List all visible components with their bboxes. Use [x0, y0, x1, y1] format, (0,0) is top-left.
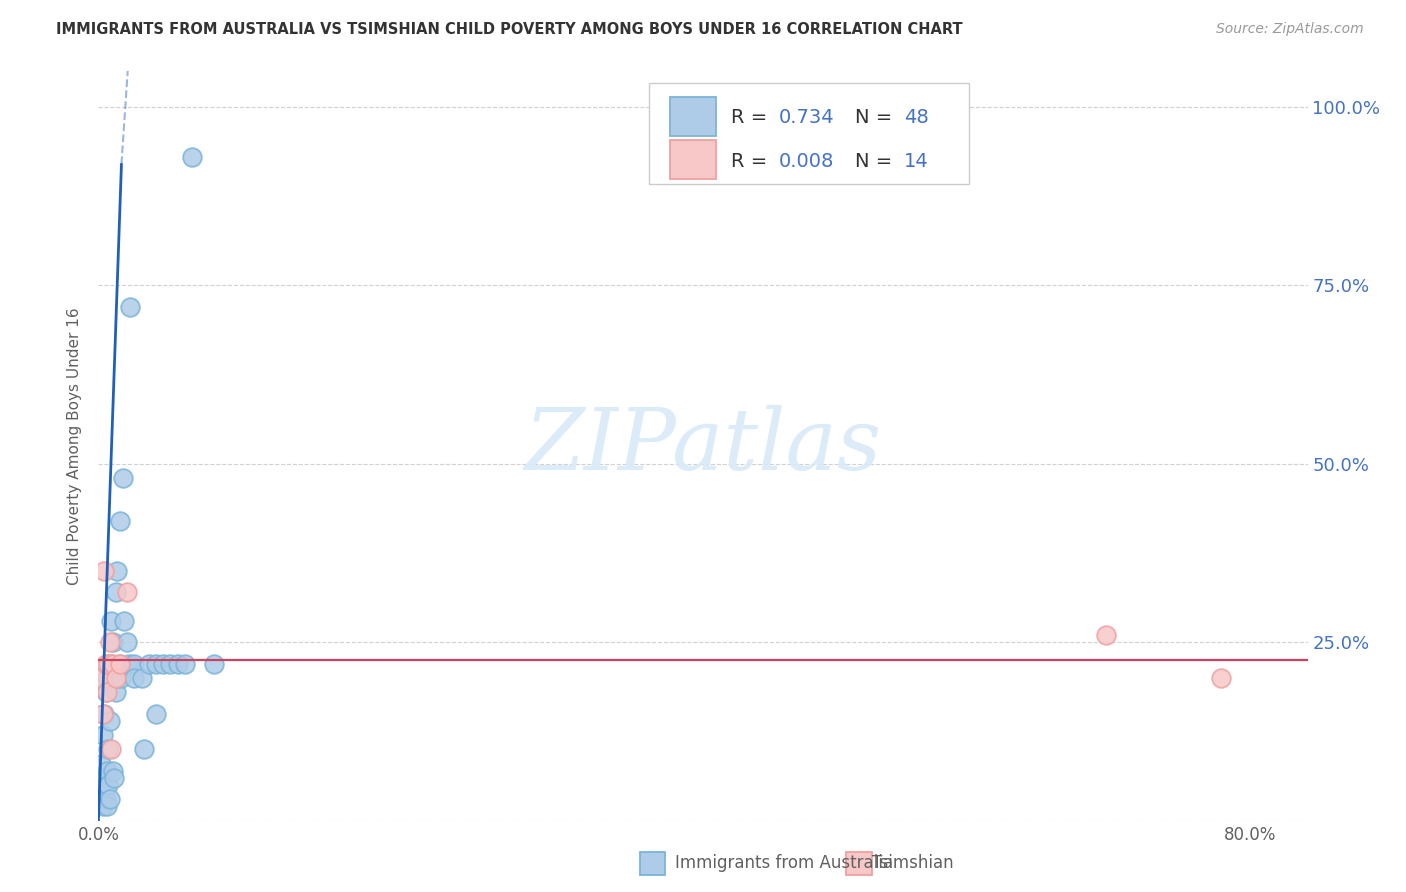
Point: [101, 764, 124, 778]
Point: [105, 671, 128, 685]
Point: [173, 657, 195, 671]
Point: [124, 671, 146, 685]
Point: [159, 657, 181, 671]
Point: [152, 657, 174, 671]
Point: [105, 564, 128, 578]
Point: [90, 671, 112, 685]
Point: [104, 671, 127, 685]
Point: [108, 657, 131, 671]
Point: [115, 635, 138, 649]
Point: [138, 657, 160, 671]
Point: [118, 657, 141, 671]
Point: [94, 685, 117, 699]
Text: IMMIGRANTS FROM AUSTRALIA VS TSIMSHIAN CHILD POVERTY AMONG BOYS UNDER 16 CORRELA: IMMIGRANTS FROM AUSTRALIA VS TSIMSHIAN C…: [56, 22, 963, 37]
Point: [104, 585, 127, 599]
Text: Immigrants from Australia: Immigrants from Australia: [675, 854, 893, 871]
Point: [111, 471, 134, 485]
Bar: [640, 853, 665, 874]
Point: [108, 657, 131, 671]
Bar: [671, 97, 716, 136]
Point: [103, 771, 125, 785]
Point: [115, 585, 138, 599]
Point: [97, 778, 120, 792]
Point: [100, 657, 122, 671]
Point: [145, 706, 167, 721]
Point: [124, 657, 146, 671]
Point: [91, 799, 114, 814]
Point: [112, 614, 135, 628]
Point: [120, 300, 142, 314]
Point: [134, 742, 156, 756]
Bar: [671, 140, 716, 179]
Text: 0.008: 0.008: [779, 152, 835, 170]
Text: N =: N =: [855, 108, 898, 128]
Point: [96, 671, 118, 685]
Point: [110, 671, 132, 685]
Point: [1095, 628, 1118, 642]
Point: [202, 657, 225, 671]
Text: R =: R =: [731, 108, 773, 128]
Bar: [846, 853, 872, 874]
Point: [98, 714, 121, 728]
Point: [93, 771, 115, 785]
Point: [100, 742, 122, 756]
Point: [93, 564, 115, 578]
Point: [101, 657, 124, 671]
Point: [100, 614, 122, 628]
Point: [104, 685, 127, 699]
Text: 0.734: 0.734: [779, 108, 835, 128]
Point: [96, 764, 118, 778]
Point: [93, 706, 115, 721]
Point: [97, 742, 120, 756]
Point: [90, 756, 112, 771]
Text: 48: 48: [904, 108, 928, 128]
Text: Source: ZipAtlas.com: Source: ZipAtlas.com: [1216, 22, 1364, 37]
Point: [1211, 671, 1233, 685]
Point: [91, 728, 114, 742]
Y-axis label: Child Poverty Among Boys Under 16: Child Poverty Among Boys Under 16: [67, 307, 83, 585]
Point: [131, 671, 153, 685]
Point: [98, 635, 121, 649]
Point: [98, 792, 121, 806]
Point: [181, 150, 204, 164]
Point: [101, 635, 124, 649]
Point: [94, 792, 117, 806]
Text: N =: N =: [855, 152, 898, 170]
Point: [89, 778, 111, 792]
Point: [108, 514, 131, 528]
Point: [96, 685, 118, 699]
Point: [94, 657, 117, 671]
Text: R =: R =: [731, 152, 773, 170]
Point: [94, 778, 117, 792]
Point: [97, 657, 120, 671]
Point: [90, 792, 112, 806]
Text: Tsimshian: Tsimshian: [872, 854, 953, 871]
Point: [166, 657, 188, 671]
Point: [93, 785, 115, 799]
FancyBboxPatch shape: [648, 83, 969, 184]
Text: 14: 14: [904, 152, 928, 170]
Point: [91, 706, 114, 721]
Text: ZIPatlas: ZIPatlas: [524, 405, 882, 487]
Point: [145, 657, 167, 671]
Point: [96, 799, 118, 814]
